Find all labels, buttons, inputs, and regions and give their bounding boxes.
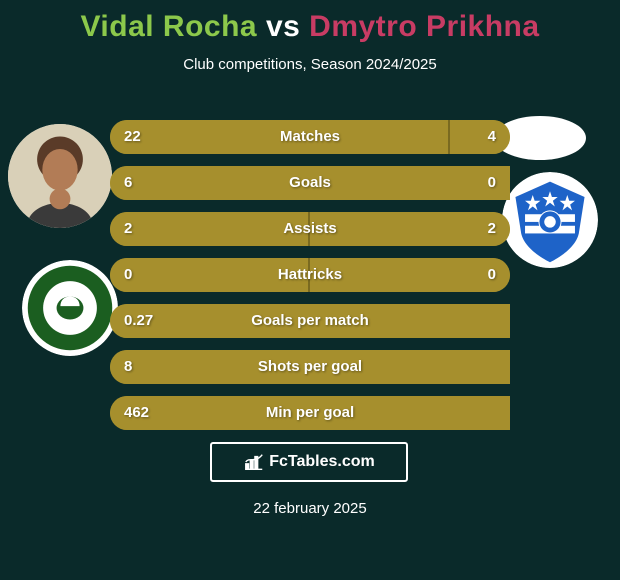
player2-name: Dmytro Prikhna bbox=[309, 10, 539, 43]
avatar-icon bbox=[8, 124, 112, 228]
stat-value-left: 2 bbox=[124, 212, 132, 246]
stat-row: Shots per goal8 bbox=[110, 350, 510, 384]
club2-badge bbox=[502, 172, 598, 268]
stat-value-left: 6 bbox=[124, 166, 132, 200]
stat-value-left: 8 bbox=[124, 350, 132, 384]
page-title: Vidal Rocha vs Dmytro Prikhna bbox=[0, 0, 620, 44]
stat-label: Goals per match bbox=[110, 304, 510, 338]
stat-value-right: 4 bbox=[488, 120, 496, 154]
stat-row: Assists2 2 bbox=[110, 212, 510, 246]
date: 22 february 2025 bbox=[0, 500, 620, 517]
title-vs: vs bbox=[257, 10, 309, 43]
shield-icon bbox=[22, 260, 118, 356]
stat-value-right: 0 bbox=[488, 258, 496, 292]
player1-photo bbox=[8, 124, 112, 228]
stat-label: Matches bbox=[110, 120, 510, 154]
chart-icon bbox=[243, 451, 265, 473]
stat-label: Goals bbox=[110, 166, 510, 200]
stat-value-right: 2 bbox=[488, 212, 496, 246]
subtitle: Club competitions, Season 2024/2025 bbox=[0, 56, 620, 73]
stat-value-left: 22 bbox=[124, 120, 141, 154]
fctables-logo: FcTables.com bbox=[210, 442, 408, 482]
stat-row: Min per goal462 bbox=[110, 396, 510, 430]
stat-value-left: 0 bbox=[124, 258, 132, 292]
stat-label: Shots per goal bbox=[110, 350, 510, 384]
stat-value-left: 462 bbox=[124, 396, 149, 430]
stat-row: Goals per match0.27 bbox=[110, 304, 510, 338]
stat-row: Goals6 0 bbox=[110, 166, 510, 200]
stat-label: Assists bbox=[110, 212, 510, 246]
stat-bars: Matches224Goals60Assists22Hattricks00Goa… bbox=[110, 120, 510, 442]
player1-name: Vidal Rocha bbox=[80, 10, 257, 43]
logo-text: FcTables.com bbox=[269, 453, 375, 471]
shield-icon bbox=[502, 172, 598, 268]
stat-value-left: 0.27 bbox=[124, 304, 153, 338]
club1-badge bbox=[22, 260, 118, 356]
stat-row: Hattricks0 0 bbox=[110, 258, 510, 292]
stat-label: Min per goal bbox=[110, 396, 510, 430]
stat-value-right: 0 bbox=[488, 166, 496, 200]
stat-row: Matches22 4 bbox=[110, 120, 510, 154]
stat-label: Hattricks bbox=[110, 258, 510, 292]
